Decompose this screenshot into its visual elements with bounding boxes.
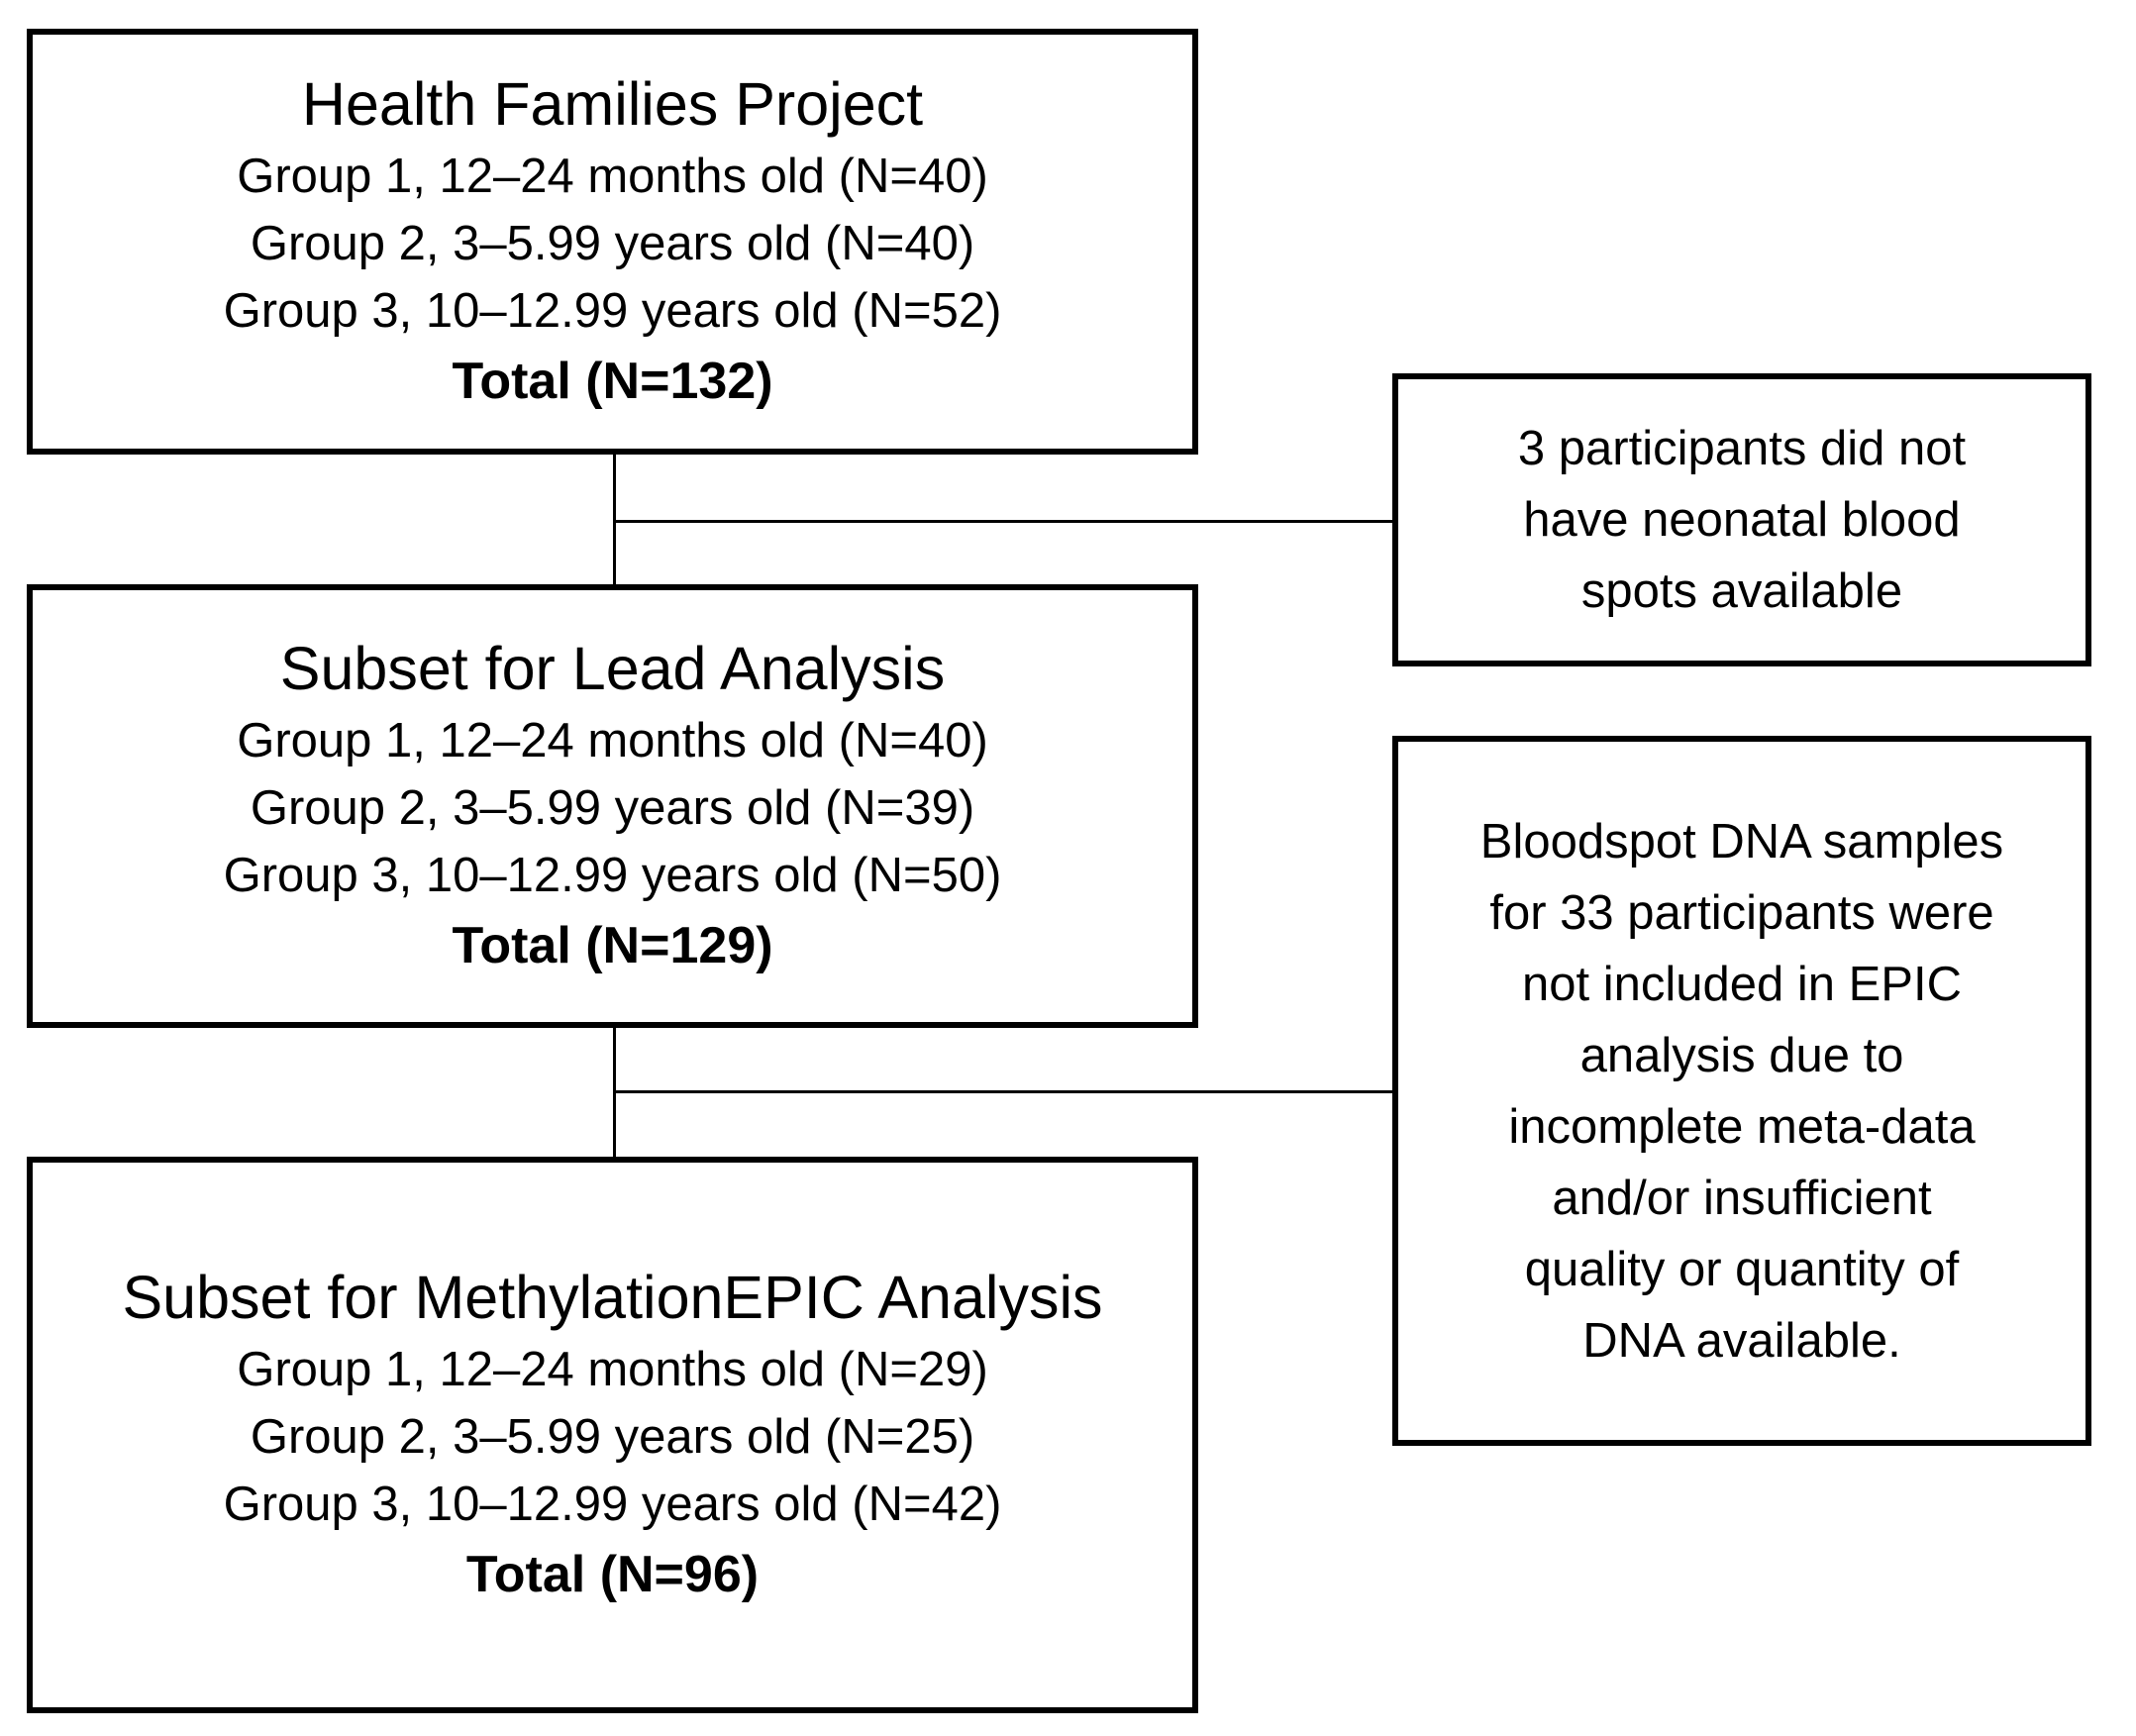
box3-title: Subset for MethylationEPIC Analysis (122, 1264, 1103, 1331)
box2-group3-line: Group 3, 10–12.99 years old (N=50) (223, 849, 1002, 902)
box1-total-line: Total (N=132) (452, 353, 773, 410)
connector-box1-box2 (613, 455, 616, 584)
box3-total-line: Total (N=96) (465, 1546, 760, 1603)
box-health-families-project: Health Families Project Group 1, 12–24 m… (27, 29, 1198, 455)
box2-title: Subset for Lead Analysis (279, 635, 946, 702)
box3-group3-line: Group 3, 10–12.99 years old (N=42) (223, 1478, 1002, 1531)
side2-line5: incomplete meta-data (1508, 1099, 1976, 1154)
box1-group2-line: Group 2, 3–5.99 years old (N=40) (250, 217, 975, 270)
side2-line4: analysis due to (1579, 1028, 1904, 1082)
side2-line6: and/or insufficient (1552, 1171, 1932, 1225)
side2-line1: Bloodspot DNA samples (1479, 814, 2004, 868)
side2-line8: DNA available. (1582, 1313, 1901, 1368)
side2-line2: for 33 participants were (1489, 885, 1994, 940)
box3-group1-line: Group 1, 12–24 months old (N=29) (237, 1343, 988, 1396)
connector-branch-exclusion-2 (613, 1090, 1392, 1093)
side1-line2: have neonatal blood (1523, 493, 1961, 547)
box2-total-line: Total (N=129) (452, 917, 773, 974)
box-subset-methylationepic-analysis: Subset for MethylationEPIC Analysis Grou… (27, 1157, 1198, 1713)
side2-line7: quality or quantity of (1524, 1242, 1960, 1296)
box-exclusion-epic-analysis: Bloodspot DNA samples for 33 participant… (1392, 736, 2091, 1446)
side1-line1: 3 participants did not (1517, 422, 1967, 475)
connector-branch-exclusion-1 (613, 520, 1392, 523)
box2-group2-line: Group 2, 3–5.99 years old (N=39) (250, 781, 975, 835)
box-subset-lead-analysis: Subset for Lead Analysis Group 1, 12–24 … (27, 584, 1198, 1028)
side2-line3: not included in EPIC (1522, 957, 1962, 1011)
box1-group3-line: Group 3, 10–12.99 years old (N=52) (223, 284, 1002, 338)
box3-group2-line: Group 2, 3–5.99 years old (N=25) (250, 1410, 975, 1464)
box1-group1-line: Group 1, 12–24 months old (N=40) (237, 150, 988, 203)
side1-line3: spots available (1580, 564, 1903, 618)
box2-group1-line: Group 1, 12–24 months old (N=40) (237, 714, 988, 767)
box-exclusion-no-neonatal-bloodspots: 3 participants did not have neonatal blo… (1392, 373, 2091, 666)
box1-title: Health Families Project (301, 70, 924, 138)
